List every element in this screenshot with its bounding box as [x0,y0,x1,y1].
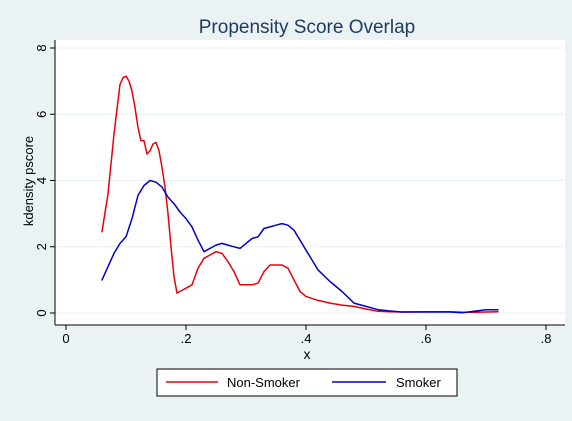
legend: Non-Smoker Smoker [156,368,458,397]
chart-title: Propensity Score Overlap [199,17,416,38]
x-tick-label-1: .2 [181,331,192,346]
y-tick-label-1: 2 [34,243,49,250]
series-lines [101,75,499,314]
y-tick-label-4: 8 [34,44,49,51]
plot-area [55,40,565,325]
legend-label-smoker: Smoker [396,375,441,390]
x-tick-label-4: .8 [541,331,552,346]
x-tick-label-3: .6 [421,331,432,346]
x-tick-label-0: 0 [62,331,69,346]
y-tick-label-2: 4 [34,177,49,184]
y-tick-label-3: 6 [34,111,49,118]
y-tick-label-0: 0 [34,309,49,316]
series-line-smoker [101,179,499,314]
x-axis-label: x [304,346,311,362]
axes: 0 2 4 6 8 0 .2 .4 .6 .8 [34,40,565,346]
series-line-non-smoker [101,75,499,314]
y-axis-label: kdensity pscore [21,136,36,226]
grid-lines [55,47,565,314]
legend-label-non-smoker: Non-Smoker [227,375,301,390]
x-tick-label-2: .4 [301,331,312,346]
